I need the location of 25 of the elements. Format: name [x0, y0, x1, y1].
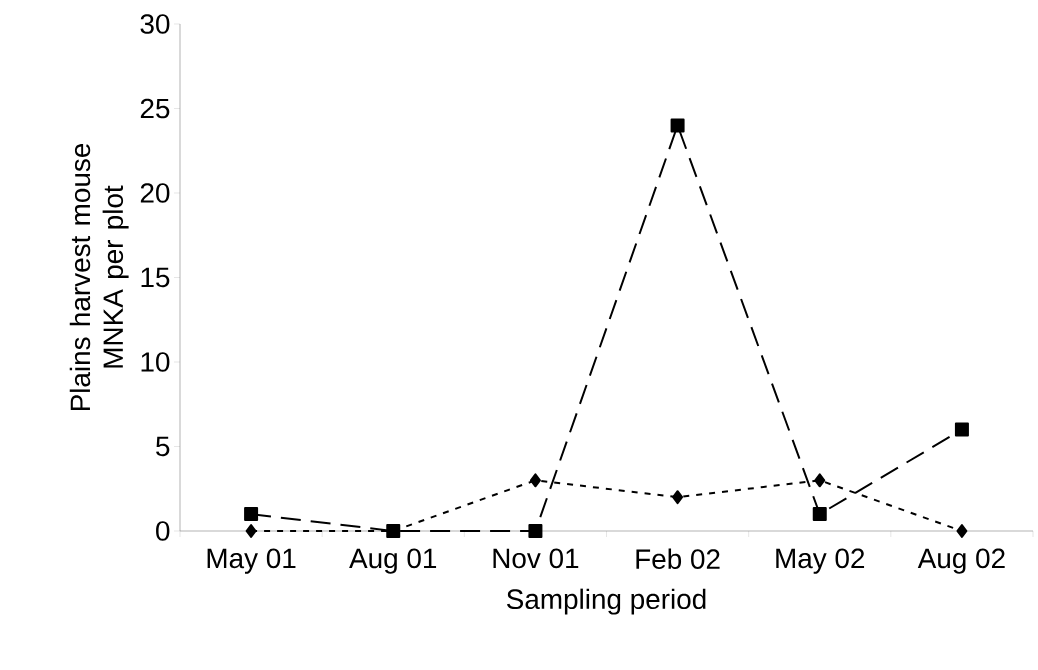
- point: [672, 490, 684, 505]
- y-axis-title: Plains harvest mouse MNKA per plot: [69, 143, 129, 411]
- y-tick-label: 25: [140, 98, 170, 119]
- y-tick-label: 5: [156, 436, 170, 457]
- x-tick-label: Feb 02: [636, 548, 720, 569]
- y-tick-label: 20: [140, 183, 170, 203]
- point: [670, 118, 685, 133]
- point: [244, 507, 259, 522]
- y-tick-label: 15: [141, 267, 170, 288]
- point: [529, 473, 541, 488]
- x-tick-label: Aug 02: [917, 548, 1005, 574]
- point: [245, 524, 257, 538]
- y-tick-label: 10: [141, 352, 170, 372]
- y-tick-label: 0: [156, 521, 170, 541]
- x-tick-label: Nov 01: [493, 548, 579, 569]
- point: [528, 524, 543, 538]
- point: [814, 473, 826, 488]
- point: [956, 524, 968, 538]
- y-tick-label: 30: [140, 14, 170, 34]
- x-tick-label: Aug 01: [349, 548, 437, 574]
- point: [954, 422, 969, 437]
- point: [812, 507, 827, 522]
- x-axis-title: Sampling period: [506, 588, 706, 615]
- x-tick-label: May 01: [207, 548, 296, 574]
- x-tick-label: May 02: [776, 548, 865, 574]
